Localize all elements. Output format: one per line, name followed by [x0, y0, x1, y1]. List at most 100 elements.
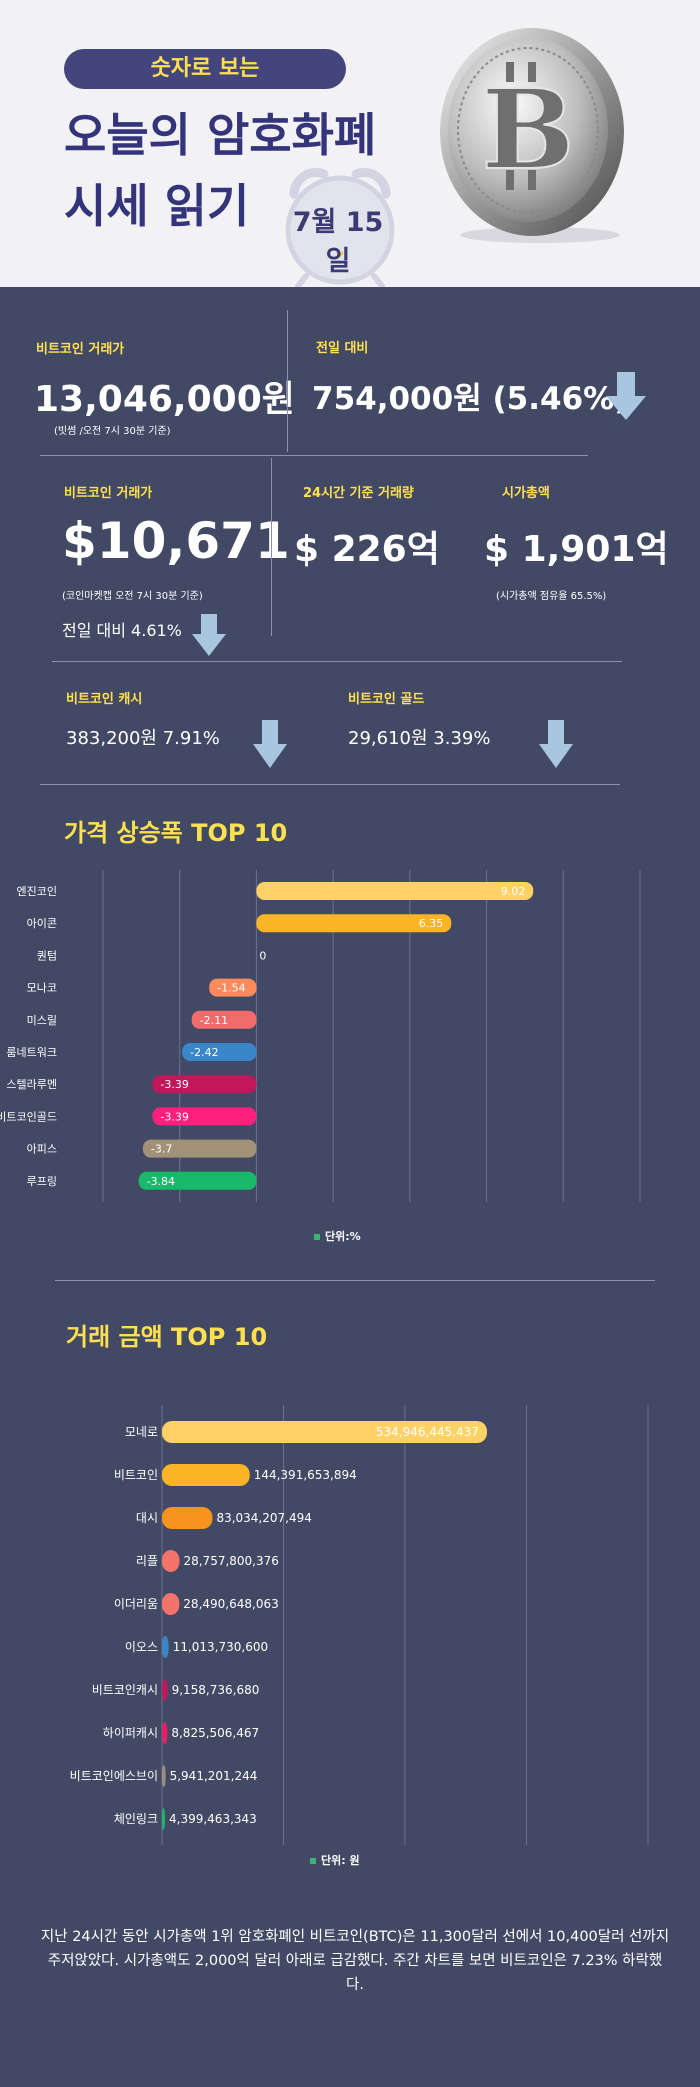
- value-label: -1.54: [217, 982, 245, 995]
- bar: [152, 1075, 257, 1094]
- value-label: 5,941,201,244: [170, 1769, 258, 1783]
- divider: [52, 661, 622, 662]
- category-label: 비트코인: [114, 1468, 158, 1482]
- value-label: -2.42: [190, 1046, 218, 1059]
- category-label: 모나코: [27, 982, 57, 995]
- btg-label: 비트코인 골드: [348, 692, 425, 707]
- category-label: 대시: [136, 1511, 158, 1525]
- bar: [162, 1550, 180, 1572]
- category-label: 리플: [136, 1554, 158, 1568]
- divider: [40, 455, 588, 456]
- btc-krw-label: 비트코인 거래가: [36, 342, 125, 357]
- btc-usd-note: (코인마켓캡 오전 7시 30분 기준): [62, 591, 203, 602]
- footer-text: 지난 24시간 동안 시가총액 1위 암호화폐인 비트코인(BTC)은 11,3…: [40, 1929, 670, 1993]
- prev-day-label: 전일 대비: [316, 341, 369, 356]
- category-label: 룸네트워크: [6, 1046, 57, 1059]
- btc-usd-change: 전일 대비 4.61%: [62, 621, 182, 640]
- page-title-line2: 시세 읽기: [64, 179, 250, 233]
- bar: [162, 1421, 487, 1443]
- chart1-unit-label: 단위:%: [325, 1230, 361, 1243]
- bar: [256, 882, 534, 900]
- chart1-unit: 단위:%: [314, 1228, 361, 1244]
- volume-value: $ 226억: [294, 529, 440, 570]
- category-label: 비트코인골드: [0, 1110, 57, 1123]
- value-label: -3.39: [160, 1078, 188, 1091]
- value-label: 83,034,207,494: [216, 1511, 311, 1525]
- value-label: -3.84: [147, 1175, 175, 1188]
- value-label: -3.7: [151, 1143, 172, 1156]
- btc-usd-value: $10,671: [62, 512, 290, 570]
- value-label: 6.35: [419, 917, 444, 930]
- category-label: 모네로: [125, 1425, 158, 1439]
- bar: [138, 1171, 257, 1190]
- value-label: 4,399,463,343: [169, 1812, 257, 1826]
- bar: [152, 1107, 257, 1126]
- btc-krw-note: (빗썸 /오전 7시 30분 기준): [54, 426, 171, 437]
- down-arrow-icon: [606, 372, 646, 420]
- bar: [162, 1464, 250, 1486]
- legend-dot: [314, 1234, 320, 1240]
- header-pill: 숫자로 보는: [64, 49, 346, 89]
- header: 숫자로 보는 오늘의 암호화폐 시세 읽기 7월 15일: [0, 0, 700, 287]
- date-label: 7월 15일: [292, 207, 384, 277]
- bar: [191, 1010, 257, 1029]
- bar: [142, 1139, 257, 1158]
- category-label: 이오스: [125, 1640, 158, 1654]
- market-cap-value: $ 1,901억: [484, 529, 669, 570]
- down-arrow-icon: [253, 720, 287, 768]
- bar: [182, 1043, 257, 1061]
- category-label: 이더리움: [114, 1597, 158, 1611]
- bar: [162, 1808, 165, 1830]
- category-label: 미스릴: [27, 1014, 57, 1027]
- chart1-title: 가격 상승폭 TOP 10: [64, 819, 288, 847]
- market-cap-label: 시가총액: [502, 486, 550, 501]
- value-label: 9.02: [501, 885, 526, 898]
- value-label: 28,490,648,063: [183, 1597, 278, 1611]
- bar: [162, 1722, 168, 1744]
- btc-usd-label: 비트코인 거래가: [64, 486, 153, 501]
- bch-value: 383,200원 7.91%: [66, 728, 220, 749]
- chart2-title: 거래 금액 TOP 10: [66, 1323, 268, 1351]
- legend-dot: [310, 1858, 316, 1864]
- value-label: -2.11: [200, 1014, 228, 1027]
- category-label: 체인링크: [114, 1812, 158, 1826]
- page-title-line1: 오늘의 암호화폐: [64, 108, 377, 162]
- bar: [162, 1636, 169, 1658]
- category-label: 퀀텀: [37, 949, 57, 962]
- down-arrow-icon: [539, 720, 573, 768]
- down-arrow-icon: [192, 614, 226, 656]
- bar: [209, 978, 257, 997]
- divider: [287, 310, 288, 452]
- prev-day-value: 754,000원 (5.46%): [312, 381, 629, 417]
- divider: [40, 784, 620, 785]
- volume-label: 24시간 기준 거래량: [303, 486, 414, 501]
- btg-value: 29,610원 3.39%: [348, 728, 491, 749]
- value-label: -3.39: [160, 1110, 188, 1123]
- chart2-unit: 단위: 원: [310, 1852, 360, 1868]
- value-label: 0: [259, 949, 266, 962]
- value-label: 534,946,445,437: [376, 1425, 479, 1439]
- value-label: 144,391,653,894: [254, 1468, 357, 1482]
- category-label: 엔진코인: [17, 885, 57, 898]
- chart2-unit-label: 단위: 원: [321, 1854, 360, 1867]
- category-label: 아이콘: [27, 917, 57, 930]
- category-label: 하이퍼캐시: [103, 1726, 158, 1740]
- btc-krw-value: 13,046,000원: [34, 379, 295, 420]
- price-change-chart: 엔진코인 9.02 아이콘 6.35 퀀텀 0 모나코 -1.54 미스릴 -2.11 룸네트워크 -…: [0, 870, 641, 1202]
- category-label: 비트코인에스브이: [70, 1769, 158, 1783]
- category-label: 루프링: [27, 1175, 57, 1188]
- bch-label: 비트코인 캐시: [66, 692, 143, 707]
- bar: [162, 1765, 166, 1787]
- divider: [55, 1280, 655, 1281]
- value-label: 9,158,736,680: [172, 1683, 260, 1697]
- bar: [162, 1507, 213, 1529]
- bar: [162, 1679, 168, 1701]
- market-cap-note: (시가총액 점유율 65.5%): [496, 591, 607, 602]
- value-label: 8,825,506,467: [171, 1726, 259, 1740]
- category-label: 아피스: [27, 1143, 57, 1156]
- bitcoin-coin-icon: B: [440, 28, 624, 243]
- value-label: 11,013,730,600: [173, 1640, 268, 1654]
- bar: [162, 1593, 180, 1615]
- value-label: 28,757,800,376: [183, 1554, 278, 1568]
